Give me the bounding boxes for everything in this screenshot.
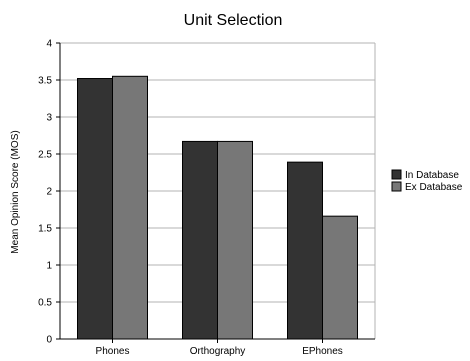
y-axis-label: Mean Opinion Score (MOS) <box>10 130 21 253</box>
legend-label: Ex Database <box>405 182 463 193</box>
bar <box>322 215 358 340</box>
y-tick-label: 1.5 <box>38 224 52 235</box>
y-tick-label: 0 <box>46 335 52 346</box>
y-tick-label: 1 <box>46 261 52 272</box>
legend-label: In Database <box>405 170 459 181</box>
legend-swatch <box>391 169 402 180</box>
y-tick-label: 2 <box>46 187 52 198</box>
legend-swatch <box>391 181 402 192</box>
axes: 0 0.5 1 1.5 2 2.5 3 3.5 4 Phones Orthography EPhone… <box>38 39 375 357</box>
y-tick-label: 3.5 <box>38 76 52 87</box>
x-tick-label: Orthography <box>190 346 246 357</box>
y-tick-label: 4 <box>46 39 52 50</box>
x-tick-label: EPhones <box>302 346 343 357</box>
bar <box>287 161 323 340</box>
y-tick-label: 2.5 <box>38 150 52 161</box>
x-tick-label: Phones <box>96 346 130 357</box>
chart-title: Unit Selection <box>184 12 283 29</box>
y-tick-label: 3 <box>46 113 52 124</box>
bar <box>182 140 218 340</box>
bars <box>77 75 358 340</box>
bar <box>77 78 113 340</box>
bar <box>217 140 253 340</box>
bar <box>112 75 148 340</box>
y-tick-label: 0.5 <box>38 298 52 309</box>
